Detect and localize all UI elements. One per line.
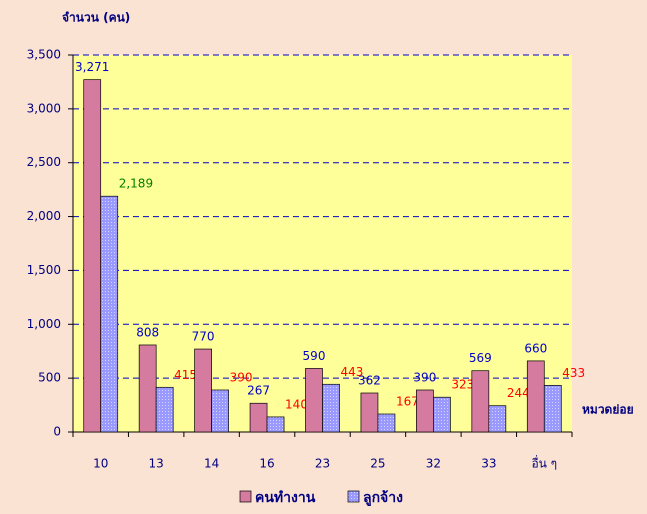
- bar: [322, 383, 340, 433]
- x-tick-label: 23: [315, 457, 330, 471]
- legend-label: คนทำงาน: [255, 490, 316, 506]
- bar: [526, 360, 545, 433]
- legend-swatch: [347, 490, 360, 503]
- x-tick-label: 14: [204, 457, 219, 471]
- value-label: 433: [562, 366, 585, 380]
- value-label: 390: [230, 370, 253, 384]
- y-tick-label: 2,000: [27, 209, 61, 223]
- value-label: 2,189: [119, 177, 153, 191]
- x-tick-label: 16: [259, 457, 274, 471]
- value-label: 770: [192, 330, 215, 344]
- y-tick-label: 500: [38, 371, 61, 385]
- bar: [83, 79, 102, 433]
- y-tick-label: 3,000: [27, 101, 61, 115]
- y-tick-label: 0: [53, 425, 61, 439]
- bar: [138, 344, 157, 433]
- bar: [377, 413, 396, 433]
- x-tick-label: 32: [426, 457, 441, 471]
- value-label: 590: [303, 349, 326, 363]
- value-label: 3,271: [75, 60, 109, 74]
- y-tick-label: 3,500: [27, 48, 61, 62]
- x-tick-label: อื่น ๆ: [531, 455, 557, 471]
- bar: [416, 389, 434, 433]
- legend-swatch: [239, 490, 252, 503]
- x-tick-label: 13: [149, 457, 164, 471]
- y-tick-label: 2,500: [27, 155, 61, 169]
- value-label: 443: [341, 365, 364, 379]
- value-label: 362: [358, 374, 381, 388]
- bar: [100, 195, 119, 433]
- bar: [305, 368, 323, 433]
- legend-label: ลูกจ้าง: [363, 490, 403, 506]
- x-axis-title: หมวดย่อย: [582, 403, 634, 417]
- value-label: 244: [507, 386, 530, 400]
- value-label: 167: [396, 395, 419, 409]
- value-label: 415: [174, 368, 197, 382]
- value-label: 267: [247, 384, 270, 398]
- y-axis-title: จำนวน (คน): [62, 11, 130, 25]
- value-label: 660: [524, 341, 547, 355]
- bar: [249, 402, 268, 433]
- x-tick-label: 10: [93, 457, 108, 471]
- x-tick-label: 25: [370, 457, 385, 471]
- bar: [543, 385, 562, 433]
- bar: [360, 392, 379, 433]
- y-tick-label: 1,500: [27, 263, 61, 277]
- bar: [488, 405, 507, 433]
- bar: [266, 416, 285, 433]
- bar: [194, 348, 212, 433]
- value-label: 140: [285, 397, 308, 411]
- value-label: 323: [451, 378, 474, 392]
- bar: [433, 396, 451, 433]
- x-tick-label: 33: [481, 457, 496, 471]
- value-label: 569: [469, 351, 492, 365]
- bar: [471, 370, 490, 433]
- value-label: 808: [136, 325, 159, 339]
- bar: [155, 386, 174, 433]
- value-label: 390: [413, 370, 436, 384]
- bar: [211, 389, 229, 433]
- y-tick-label: 1,000: [27, 317, 61, 331]
